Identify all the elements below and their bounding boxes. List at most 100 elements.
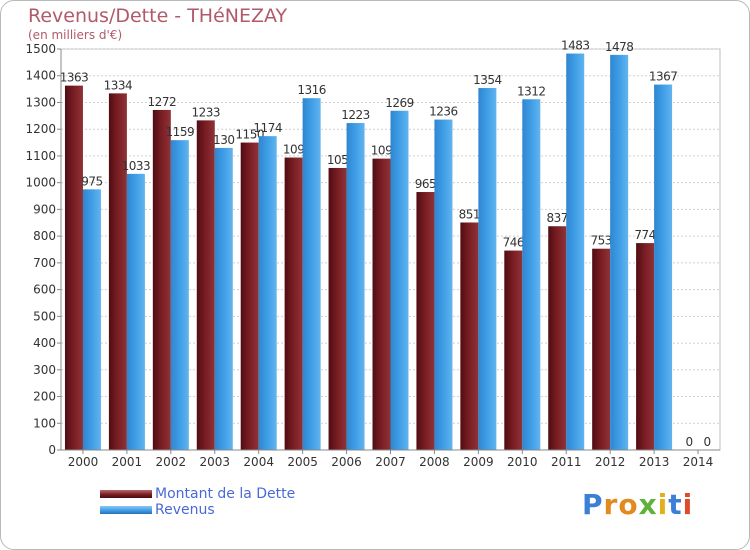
bar-revenus — [302, 98, 321, 450]
x-tick-label: 2010 — [507, 455, 538, 469]
bar-revenus — [522, 99, 541, 450]
x-tick-label: 2005 — [287, 455, 318, 469]
bar-dette — [64, 85, 83, 450]
data-label-revenus: 0 — [703, 435, 710, 449]
bar-dette — [152, 109, 171, 451]
y-tick-label: 1100 — [25, 149, 56, 163]
x-tick-label: 2012 — [595, 455, 626, 469]
data-label-revenus: 1483 — [561, 39, 590, 53]
x-tick-label: 2002 — [156, 455, 187, 469]
data-label-dette: 105 — [327, 153, 348, 167]
y-tick-label: 1000 — [25, 176, 56, 190]
bar-revenus — [214, 147, 233, 450]
bar-dette — [592, 248, 611, 450]
x-tick-label: 2007 — [375, 455, 406, 469]
y-tick-label: 1300 — [25, 95, 56, 109]
bar-revenus — [566, 53, 585, 450]
logo-letter: t — [668, 488, 683, 521]
y-tick-label: 800 — [33, 229, 56, 243]
legend-swatch-dette — [100, 490, 152, 498]
bar-dette — [372, 158, 391, 450]
legend-swatch-revenus — [100, 506, 152, 514]
data-label-revenus: 1174 — [253, 121, 282, 135]
proxiti-logo: Proxiti — [582, 488, 693, 521]
bar-dette — [108, 93, 127, 451]
bar-revenus — [346, 123, 365, 450]
logo-letter: i — [682, 488, 694, 521]
bar-dette — [504, 250, 523, 450]
bar-revenus — [478, 88, 497, 450]
data-label-dette: 746 — [503, 236, 524, 250]
bar-revenus — [258, 136, 277, 450]
data-label-revenus: 1316 — [297, 83, 326, 97]
bar-revenus — [434, 119, 453, 451]
bar-revenus — [82, 189, 101, 450]
x-tick-label: 2001 — [112, 455, 143, 469]
chart-title: Revenus/Dette - THéNEZAY — [28, 5, 288, 27]
data-label-dette: 109 — [371, 144, 392, 158]
bar-dette — [636, 243, 655, 450]
y-tick-label: 100 — [33, 416, 56, 430]
chart-subtitle: (en milliers d'€) — [28, 28, 123, 42]
bar-revenus — [654, 84, 673, 451]
data-label-dette: 1334 — [104, 78, 133, 92]
x-tick-label: 2011 — [551, 455, 582, 469]
bar-revenus — [126, 173, 145, 450]
data-label-revenus: 1236 — [429, 105, 458, 119]
data-label-dette: 1233 — [191, 105, 220, 119]
data-label-dette: 837 — [547, 211, 568, 225]
bar-dette — [240, 142, 259, 451]
data-label-dette: 851 — [459, 207, 480, 221]
x-tick-label: 2006 — [331, 455, 362, 469]
data-label-dette: 753 — [590, 234, 611, 248]
data-label-revenus: 1312 — [517, 84, 546, 98]
legend-label-revenus: Revenus — [155, 502, 215, 518]
data-label-revenus: 1269 — [385, 96, 414, 110]
data-label-dette: 965 — [415, 177, 436, 191]
y-tick-label: 300 — [33, 363, 56, 377]
data-label-dette: 109 — [283, 143, 304, 157]
bar-dette — [548, 226, 567, 450]
y-tick-label: 1400 — [25, 69, 56, 83]
logo-letter: r — [603, 488, 619, 521]
y-tick-label: 200 — [33, 390, 56, 404]
y-tick-label: 1500 — [25, 42, 56, 56]
data-label-dette: 1363 — [60, 71, 89, 85]
x-tick-label: 2014 — [683, 455, 714, 469]
y-tick-label: 0 — [48, 443, 56, 457]
y-tick-label: 600 — [33, 283, 56, 297]
data-label-dette: 774 — [634, 228, 655, 242]
bar-revenus — [610, 54, 629, 450]
y-tick-label: 400 — [33, 336, 56, 350]
data-label-dette: 0 — [685, 435, 692, 449]
logo-letter: x — [638, 488, 658, 521]
x-tick-label: 2000 — [68, 455, 99, 469]
data-label-revenus: 1223 — [341, 108, 370, 122]
y-tick-label: 900 — [33, 202, 56, 216]
y-tick-label: 1200 — [25, 122, 56, 136]
data-label-revenus: 1367 — [649, 70, 678, 84]
logo-letter: o — [618, 488, 639, 521]
x-tick-label: 2008 — [419, 455, 450, 469]
data-label-dette: 1150 — [235, 128, 264, 142]
bar-dette — [460, 222, 479, 450]
logo-letter: P — [582, 488, 604, 521]
logo-letter: i — [657, 488, 669, 521]
x-tick-label: 2009 — [463, 455, 494, 469]
bar-dette — [196, 120, 215, 451]
bar-dette — [416, 192, 435, 451]
data-label-revenus: 1033 — [122, 159, 151, 173]
data-label-revenus: 1478 — [605, 40, 634, 54]
bar-revenus — [170, 140, 189, 451]
data-label-revenus: 1354 — [473, 73, 502, 87]
bar-dette — [284, 157, 303, 450]
bar-revenus — [390, 110, 409, 450]
x-tick-label: 2003 — [199, 455, 230, 469]
data-label-dette: 1272 — [148, 95, 177, 109]
data-label-revenus: 130 — [213, 133, 234, 147]
y-tick-label: 500 — [33, 309, 56, 323]
x-tick-label: 2013 — [639, 455, 670, 469]
data-label-revenus: 1159 — [166, 125, 195, 139]
x-tick-label: 2004 — [243, 455, 274, 469]
